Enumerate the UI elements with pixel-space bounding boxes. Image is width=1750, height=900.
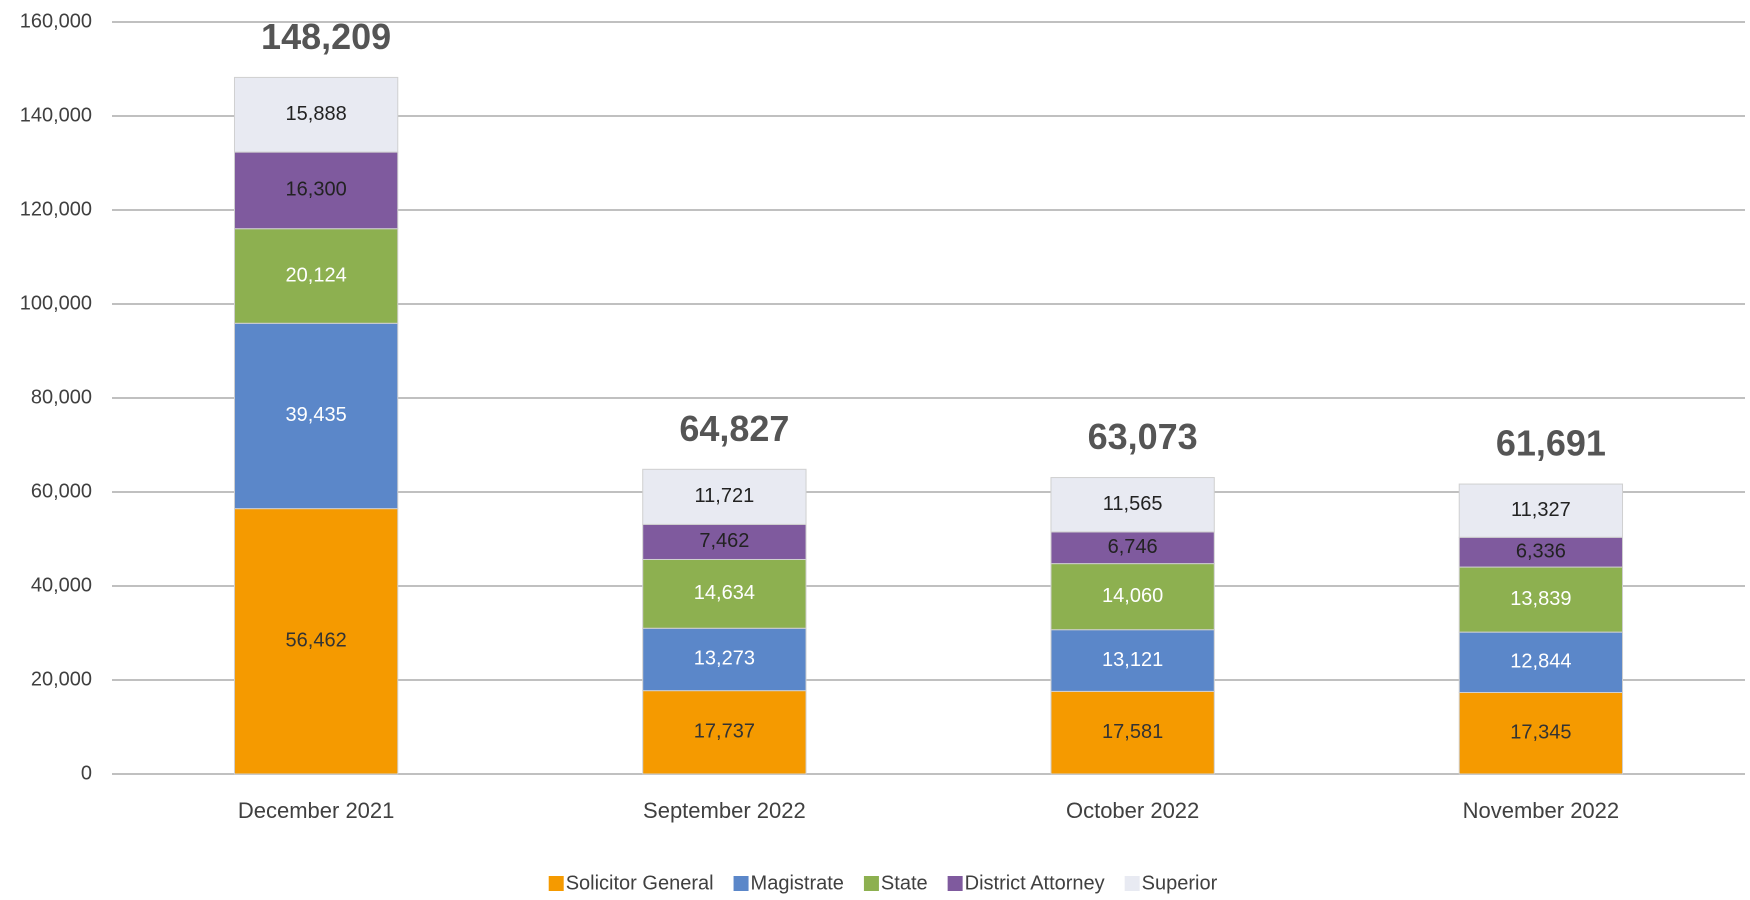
data-label: 6,336 bbox=[1516, 540, 1566, 562]
data-label: 14,060 bbox=[1102, 585, 1163, 607]
bar-segment bbox=[233, 228, 399, 324]
legend: Solicitor General Magistrate State District… bbox=[548, 872, 1218, 894]
bar-segment bbox=[1050, 563, 1215, 631]
legend-swatch bbox=[548, 876, 564, 891]
data-label: 13,839 bbox=[1510, 588, 1571, 610]
bar-segment bbox=[233, 151, 399, 230]
legend-label: District Attorney bbox=[965, 872, 1105, 894]
y-tick-label: 0 bbox=[81, 762, 92, 784]
data-label: 6,746 bbox=[1108, 536, 1158, 558]
bar-segment bbox=[1458, 691, 1624, 775]
total-label: 64,827 bbox=[679, 408, 789, 449]
legend-swatch bbox=[1124, 876, 1140, 891]
bar-segment bbox=[1050, 477, 1215, 533]
bar-segment bbox=[1458, 566, 1624, 633]
legend-label: Magistrate bbox=[751, 872, 844, 894]
data-label: 7,462 bbox=[699, 530, 749, 552]
data-label: 14,634 bbox=[694, 582, 755, 604]
data-label: 13,121 bbox=[1102, 649, 1163, 671]
total-label: 63,073 bbox=[1088, 416, 1198, 457]
bar-segment bbox=[642, 690, 807, 775]
x-tick-label: October 2022 bbox=[1066, 798, 1199, 823]
bar-segment bbox=[642, 468, 807, 525]
data-label: 11,565 bbox=[1103, 493, 1163, 515]
legend-swatch bbox=[733, 876, 749, 891]
legend-label: Solicitor General bbox=[566, 872, 714, 894]
data-label: 11,327 bbox=[1511, 499, 1571, 521]
bar-segment bbox=[233, 76, 399, 153]
bar-segment bbox=[1458, 483, 1624, 538]
bar-segment bbox=[1458, 631, 1624, 693]
data-label: 17,345 bbox=[1510, 722, 1571, 744]
legend-label: State bbox=[881, 872, 928, 894]
total-label: 148,209 bbox=[261, 16, 391, 57]
y-tick-label: 20,000 bbox=[31, 668, 92, 690]
x-tick-label: September 2022 bbox=[643, 798, 806, 823]
y-tick-label: 140,000 bbox=[20, 104, 92, 126]
data-label: 39,435 bbox=[286, 404, 347, 426]
data-label: 17,737 bbox=[694, 721, 755, 743]
data-label: 56,462 bbox=[286, 630, 347, 652]
bar-segment bbox=[233, 322, 399, 510]
data-label: 16,300 bbox=[286, 179, 347, 201]
bar-segment bbox=[1050, 531, 1215, 565]
legend-label: Superior bbox=[1142, 872, 1218, 894]
data-label: 12,844 bbox=[1510, 651, 1571, 673]
data-label: 13,273 bbox=[694, 648, 755, 670]
total-label: 61,691 bbox=[1496, 423, 1606, 464]
data-label: 17,581 bbox=[1102, 721, 1163, 743]
bar-segment bbox=[233, 508, 399, 775]
bar-segment bbox=[642, 558, 807, 629]
x-tick-label: December 2021 bbox=[238, 798, 395, 823]
y-tick-label: 120,000 bbox=[20, 198, 92, 220]
bar-segment bbox=[642, 523, 807, 560]
legend-swatch bbox=[947, 876, 963, 891]
legend-swatch bbox=[863, 876, 879, 891]
bar-segment bbox=[1458, 536, 1624, 568]
data-label: 15,888 bbox=[286, 103, 347, 125]
bar-segment bbox=[1050, 629, 1215, 692]
y-tick-label: 100,000 bbox=[20, 292, 92, 314]
y-tick-label: 160,000 bbox=[20, 10, 92, 32]
data-label: 11,721 bbox=[695, 485, 755, 507]
y-tick-label: 60,000 bbox=[31, 480, 92, 502]
y-tick-label: 40,000 bbox=[31, 574, 92, 596]
y-tick-label: 80,000 bbox=[31, 386, 92, 408]
data-label: 20,124 bbox=[286, 264, 347, 286]
x-tick-label: November 2022 bbox=[1463, 798, 1620, 823]
